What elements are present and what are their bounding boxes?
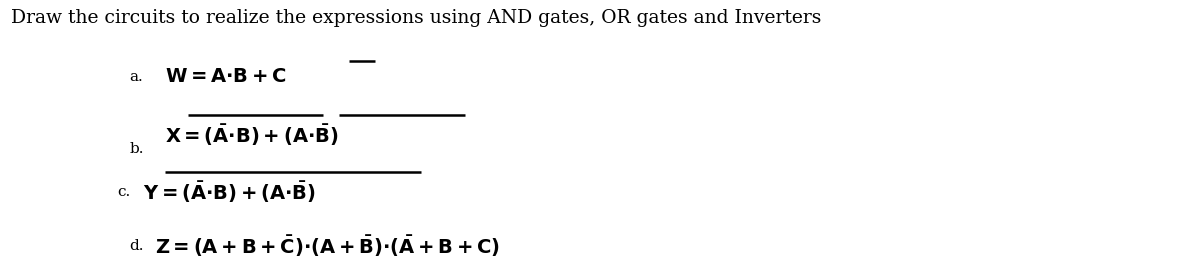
Text: $\mathbf{X=(\bar{A}{\cdot}B)+(A{\cdot}\bar{B})}$: $\mathbf{X=(\bar{A}{\cdot}B)+(A{\cdot}\b… bbox=[165, 123, 338, 148]
Text: b.: b. bbox=[129, 142, 144, 156]
Text: $\mathbf{Y=(\bar{A}{\cdot}B)+(A{\cdot}\bar{B})}$: $\mathbf{Y=(\bar{A}{\cdot}B)+(A{\cdot}\b… bbox=[144, 179, 317, 204]
Text: $\mathbf{Z=(A+B+\bar{C}){\cdot}(A+\bar{B}){\cdot}(\bar{A}+B+C)}$: $\mathbf{Z=(A+B+\bar{C}){\cdot}(A+\bar{B… bbox=[155, 233, 500, 259]
Text: c.: c. bbox=[117, 185, 130, 199]
Text: Draw the circuits to realize the expressions using AND gates, OR gates and Inver: Draw the circuits to realize the express… bbox=[11, 10, 821, 28]
Text: a.: a. bbox=[129, 70, 144, 84]
Text: $\mathbf{W=A{\cdot}B+C}$: $\mathbf{W=A{\cdot}B+C}$ bbox=[165, 68, 287, 86]
Text: d.: d. bbox=[129, 239, 144, 253]
